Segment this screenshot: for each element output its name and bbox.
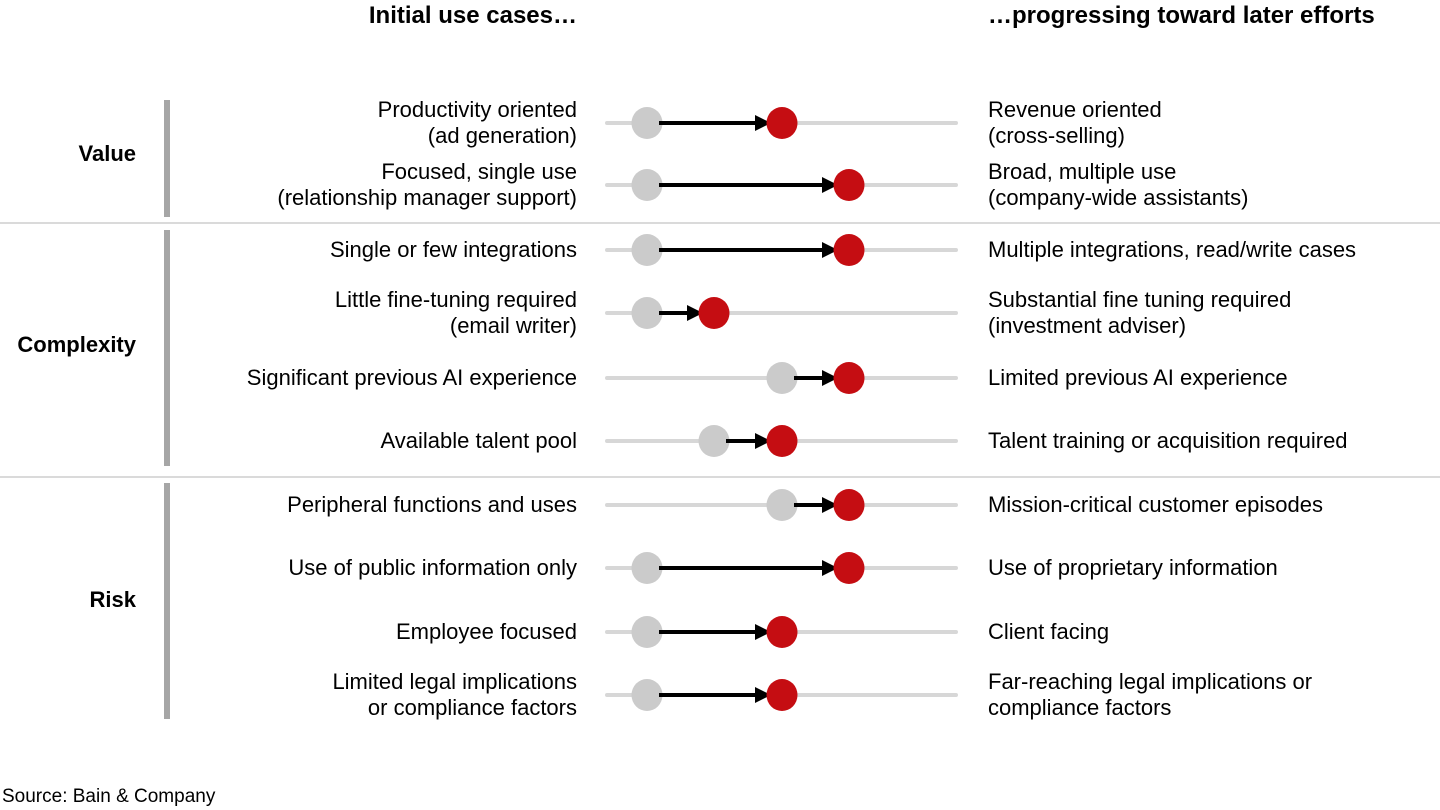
dumbbell-slider xyxy=(605,167,958,203)
source-note: Source: Bain & Company xyxy=(2,786,216,807)
start-dot xyxy=(698,425,730,457)
arrow-shaft xyxy=(659,630,756,634)
arrow-shaft xyxy=(659,566,823,570)
section-bar-risk xyxy=(164,483,170,719)
row-label-left: Single or few integrations xyxy=(329,237,577,262)
arrow-shaft xyxy=(659,183,823,187)
end-dot xyxy=(698,297,730,329)
end-dot xyxy=(833,489,865,521)
section-divider xyxy=(0,476,1440,478)
row-label-right: Client facing xyxy=(988,619,1110,644)
end-dot xyxy=(833,552,865,584)
row-label-left: Significant previous AI experience xyxy=(246,365,577,390)
chart-row: Significant previous AI experience Limit… xyxy=(0,360,1440,396)
arrow-shaft xyxy=(659,248,823,252)
row-label-right: Revenue oriented (cross-selling) xyxy=(988,97,1162,148)
row-label-left: Use of public information only xyxy=(288,555,577,580)
start-dot xyxy=(631,552,663,584)
end-dot xyxy=(766,107,797,139)
chart-row: Limited legal implications or compliance… xyxy=(0,669,1440,720)
row-label-right: Broad, multiple use (company-wide assist… xyxy=(988,159,1249,210)
dumbbell-slider xyxy=(605,105,958,141)
dumbbell-slider xyxy=(605,360,958,396)
start-dot xyxy=(766,362,797,394)
row-label-left: Little fine-tuning required (email write… xyxy=(334,287,577,338)
start-dot xyxy=(631,297,663,329)
dumbbell-slider xyxy=(605,295,958,331)
row-label-right: Multiple integrations, read/write cases xyxy=(988,237,1357,262)
column-header-later: …progressing toward later efforts xyxy=(988,2,1375,29)
chart-row: Single or few integrations Multiple inte… xyxy=(0,232,1440,268)
row-label-left: Available talent pool xyxy=(380,428,577,453)
start-dot xyxy=(766,489,797,521)
row-label-left: Productivity oriented (ad generation) xyxy=(377,97,577,148)
arrow-shaft xyxy=(659,693,756,697)
arrow-shaft xyxy=(793,503,823,507)
end-dot xyxy=(833,234,865,266)
start-dot xyxy=(631,107,663,139)
start-dot xyxy=(631,169,663,201)
dumbbell-slider xyxy=(605,677,958,713)
row-label-right: Substantial fine tuning required (invest… xyxy=(988,287,1292,338)
row-label-left: Employee focused xyxy=(396,619,577,644)
dumbbell-slider xyxy=(605,423,958,459)
end-dot xyxy=(766,425,797,457)
end-dot xyxy=(766,616,797,648)
column-header-initial: Initial use cases… xyxy=(368,2,577,29)
arrow-shaft xyxy=(726,439,756,443)
arrow-shaft xyxy=(793,376,823,380)
row-label-right: Talent training or acquisition required xyxy=(988,428,1348,453)
dumbbell-slider xyxy=(605,614,958,650)
slider-track xyxy=(605,311,958,315)
chart-row: Peripheral functions and uses Mission-cr… xyxy=(0,487,1440,523)
chart-row: Employee focused Client facing xyxy=(0,614,1440,650)
section-label-complexity: Complexity xyxy=(17,332,136,357)
row-label-left: Peripheral functions and uses xyxy=(287,492,577,517)
row-label-right: Mission-critical customer episodes xyxy=(988,492,1323,517)
row-label-left: Limited legal implications or compliance… xyxy=(332,669,577,720)
chart-row: Available talent pool Talent training or… xyxy=(0,423,1440,459)
start-dot xyxy=(631,234,663,266)
row-label-left: Focused, single use (relationship manage… xyxy=(277,159,577,210)
section-label-value: Value xyxy=(78,141,136,166)
end-dot xyxy=(833,169,865,201)
end-dot xyxy=(833,362,865,394)
dumbbell-slider xyxy=(605,550,958,586)
dumbbell-slider xyxy=(605,487,958,523)
arrow-shaft xyxy=(659,311,689,315)
chart-row: Focused, single use (relationship manage… xyxy=(0,159,1440,210)
row-label-right: Far-reaching legal implications or compl… xyxy=(988,669,1313,720)
row-label-right: Limited previous AI experience xyxy=(988,365,1288,390)
start-dot xyxy=(631,616,663,648)
section-bar-complexity xyxy=(164,230,170,466)
dumbbell-slider xyxy=(605,232,958,268)
start-dot xyxy=(631,679,663,711)
section-divider xyxy=(0,222,1440,224)
chart-row: Little fine-tuning required (email write… xyxy=(0,287,1440,338)
end-dot xyxy=(766,679,797,711)
arrow-shaft xyxy=(659,121,756,125)
chart-row: Productivity oriented (ad generation) Re… xyxy=(0,97,1440,148)
row-label-right: Use of proprietary information xyxy=(988,555,1278,580)
section-label-risk: Risk xyxy=(89,587,136,612)
section-bar-value xyxy=(164,100,170,217)
chart-row: Use of public information only Use of pr… xyxy=(0,550,1440,586)
